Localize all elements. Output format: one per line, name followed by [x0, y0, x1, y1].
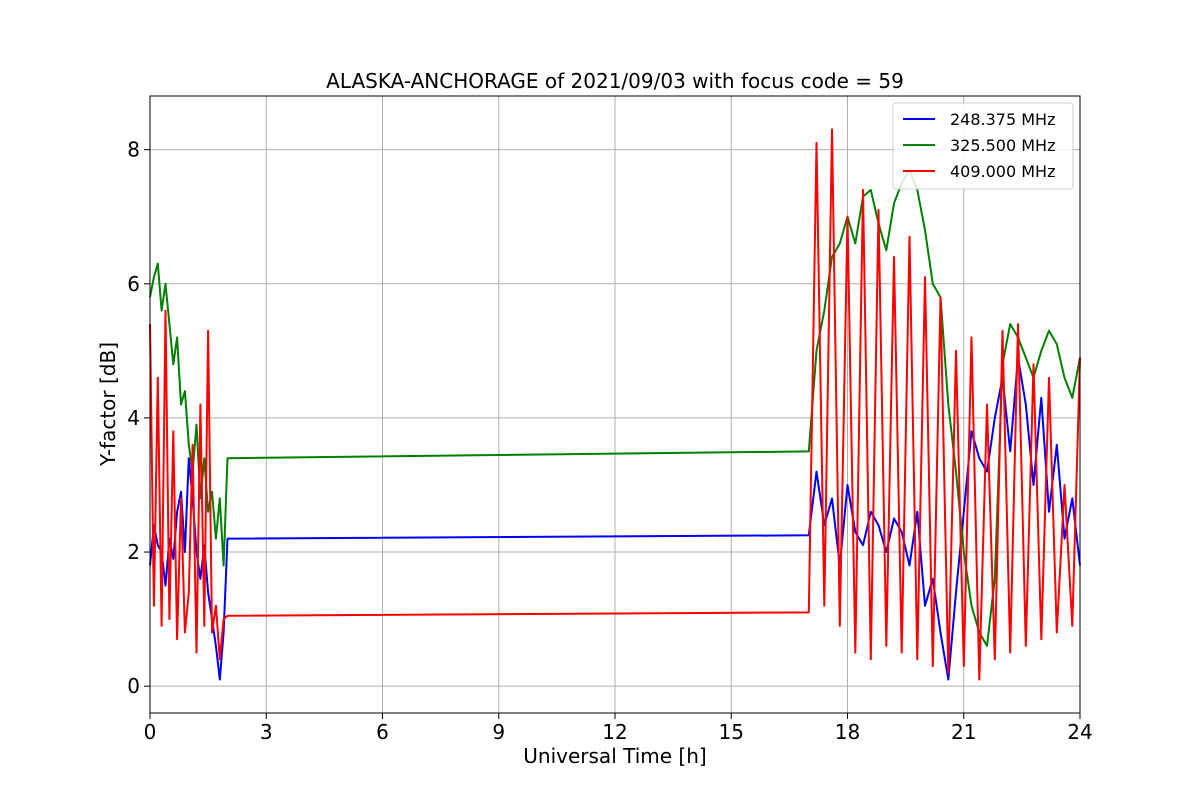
x-tick-label: 24 — [1067, 720, 1092, 744]
series-layer — [149, 128, 1081, 681]
series-line-3 — [149, 128, 1081, 681]
y-tick-label: 6 — [127, 272, 140, 296]
x-tick-label: 9 — [492, 720, 505, 744]
x-tick-label: 6 — [376, 720, 389, 744]
legend: 248.375 MHz 325.500 MHz 409.000 MHz — [892, 102, 1074, 190]
y-tick-label: 2 — [127, 540, 140, 564]
y-tick-label: 8 — [127, 138, 140, 162]
x-tick-label: 3 — [260, 720, 273, 744]
x-axis-label: Universal Time [h] — [523, 744, 706, 768]
legend-entry-3: 409.000 MHz — [950, 162, 1055, 181]
y-tick-label: 4 — [127, 406, 140, 430]
x-tick-label: 21 — [951, 720, 976, 744]
series-line-1 — [149, 356, 1081, 681]
legend-entry-2: 325.500 MHz — [950, 136, 1055, 155]
x-tick-label: 0 — [144, 720, 157, 744]
y-axis-label: Y-factor [dB] — [96, 342, 120, 467]
x-tick-label: 12 — [602, 720, 627, 744]
legend-entry-1: 248.375 MHz — [950, 110, 1055, 129]
y-tick-label: 0 — [127, 674, 140, 698]
legend-box — [892, 102, 1074, 190]
x-tick-label: 18 — [835, 720, 860, 744]
x-tick-label: 15 — [719, 720, 744, 744]
chart-title: ALASKA-ANCHORAGE of 2021/09/03 with focu… — [326, 69, 904, 93]
